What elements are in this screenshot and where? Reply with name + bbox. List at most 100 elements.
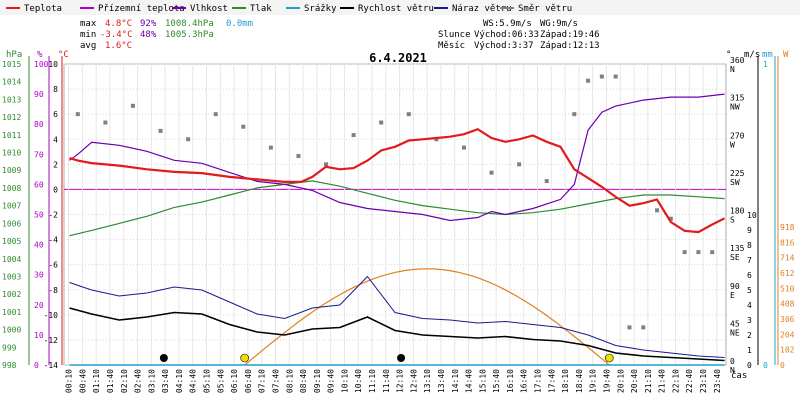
- wind-direction-point: [406, 112, 411, 117]
- wind-direction-point: [241, 124, 246, 129]
- w-tick-label: 204: [780, 330, 795, 339]
- time-tick-label: 20:10: [616, 369, 625, 393]
- ms-tick-label: 10: [747, 211, 757, 220]
- stats-sunset: Západ:19:46: [540, 30, 600, 40]
- time-tick-label: 20:40: [630, 369, 639, 393]
- wind-direction-point: [641, 325, 646, 330]
- pct-tick-label: 30: [34, 271, 44, 280]
- stats-wg: WG:9m/s: [540, 19, 578, 29]
- c-tick-label: -14: [44, 361, 59, 370]
- time-tick-label: 15:40: [492, 369, 501, 393]
- stats-block: max 4.8°C 92% 1008.4hPa 0.0mm min -3.4°C…: [80, 19, 600, 51]
- time-tick-label: 03:40: [161, 369, 170, 393]
- ms-tick-label: 3: [747, 316, 752, 325]
- time-tick-label: 00:40: [78, 369, 87, 393]
- stats-moon-label: Měsíc: [438, 41, 465, 51]
- hpa-tick-label: 1006: [2, 219, 21, 228]
- hpa-tick-label: 1004: [2, 255, 21, 264]
- pct-tick-label: 10: [34, 331, 44, 340]
- legend-label: Směr větru: [518, 4, 572, 14]
- dir-label: N: [730, 366, 735, 375]
- time-tick-label: 02:40: [134, 369, 143, 393]
- ms-tick-label: 5: [747, 286, 752, 295]
- wind-speed-line: [69, 307, 725, 362]
- w-tick-label: 408: [780, 300, 795, 309]
- dir-label: N: [730, 65, 735, 74]
- wind-direction-point: [324, 162, 329, 167]
- time-tick-label: 19:10: [589, 369, 598, 393]
- wind-direction-point: [696, 250, 701, 255]
- time-tick-label: 21:40: [658, 369, 667, 393]
- w-tick-label: 918: [780, 223, 795, 232]
- hpa-tick-label: 1011: [2, 131, 21, 140]
- dir-deg-label: 180: [730, 207, 745, 216]
- hpa-tick-label: 1003: [2, 272, 21, 281]
- ms-tick-label: 2: [747, 331, 752, 340]
- wind-direction-point: [613, 74, 618, 79]
- time-tick-label: 01:40: [106, 369, 115, 393]
- stats-max-hum: 92%: [140, 19, 157, 29]
- legend-label: Tlak: [250, 4, 272, 14]
- hpa-tick-label: 1009: [2, 166, 21, 175]
- c-tick-label: 2: [53, 160, 58, 169]
- dir-deg-label: 45: [730, 319, 740, 328]
- wind-direction-point: [379, 120, 384, 125]
- time-tick-label: 19:40: [602, 369, 611, 393]
- stats-avg-temp: 1.6°C: [105, 41, 132, 51]
- pct-tick-label: 40: [34, 241, 44, 250]
- deg-unit: °: [726, 50, 731, 60]
- w-unit: W: [783, 50, 789, 60]
- wind-direction-point: [130, 103, 135, 108]
- left-axes: -14-12-10-8-6-4-202468109989991000100110…: [2, 56, 63, 370]
- time-tick-label: 16:40: [520, 369, 529, 393]
- hpa-tick-label: 1015: [2, 60, 21, 69]
- wind-direction-point: [544, 179, 549, 184]
- dir-deg-label: 90: [730, 282, 740, 291]
- solar-radiation-line: [244, 268, 610, 366]
- c-unit: °C: [58, 50, 69, 60]
- plots: [69, 74, 726, 366]
- pct-tick-label: 50: [34, 211, 44, 220]
- pct-tick-label: 20: [34, 301, 44, 310]
- wind-direction-point: [461, 145, 466, 150]
- humidity-line: [69, 93, 725, 222]
- wind-gust-line: [69, 275, 725, 358]
- wind-direction-point: [586, 78, 591, 83]
- wind-direction-point: [75, 112, 80, 117]
- pct-tick-label: 100: [34, 60, 49, 69]
- ms-tick-label: 1: [747, 346, 752, 355]
- dir-deg-label: 135: [730, 244, 745, 253]
- stats-moonset: Západ:12:13: [540, 41, 600, 51]
- c-tick-label: 0: [53, 185, 58, 194]
- stats-max-press: 1008.4hPa: [165, 19, 214, 29]
- time-tick-label: 14:10: [451, 369, 460, 393]
- pct-tick-label: 0: [34, 361, 39, 370]
- w-tick-label: 306: [780, 315, 795, 324]
- temperature-line: [69, 127, 726, 234]
- hpa-tick-label: 1005: [2, 237, 21, 246]
- time-label: čas: [731, 370, 747, 381]
- wind-direction-point: [655, 208, 660, 213]
- legend-background: [0, 0, 800, 15]
- stats-min-press: 1005.3hPa: [165, 30, 214, 40]
- ms-tick-label: 9: [747, 226, 752, 235]
- time-tick-label: 12:40: [409, 369, 418, 393]
- c-tick-label: -8: [48, 286, 58, 295]
- time-tick-label: 10:10: [340, 369, 349, 393]
- c-tick-label: 10: [48, 60, 58, 69]
- pressure-line: [69, 180, 725, 237]
- ms-unit: m/s: [744, 50, 760, 60]
- time-tick-label: 12:10: [396, 369, 405, 393]
- stats-min-hum: 48%: [140, 30, 157, 40]
- dir-label: NW: [730, 103, 740, 112]
- c-tick-label: -2: [48, 211, 58, 220]
- chart-title: 6.4.2021: [369, 51, 427, 65]
- right-axes: 0N45NE90E135SE180S225SW270W315NW360N0123…: [730, 56, 795, 375]
- time-tick-label: 04:40: [189, 369, 198, 393]
- time-tick-label: 09:40: [327, 369, 336, 393]
- hpa-tick-label: 1014: [2, 78, 21, 87]
- stats-max-label: max: [80, 19, 97, 29]
- dir-label: S: [730, 216, 735, 225]
- w-tick-label: 102: [780, 346, 795, 355]
